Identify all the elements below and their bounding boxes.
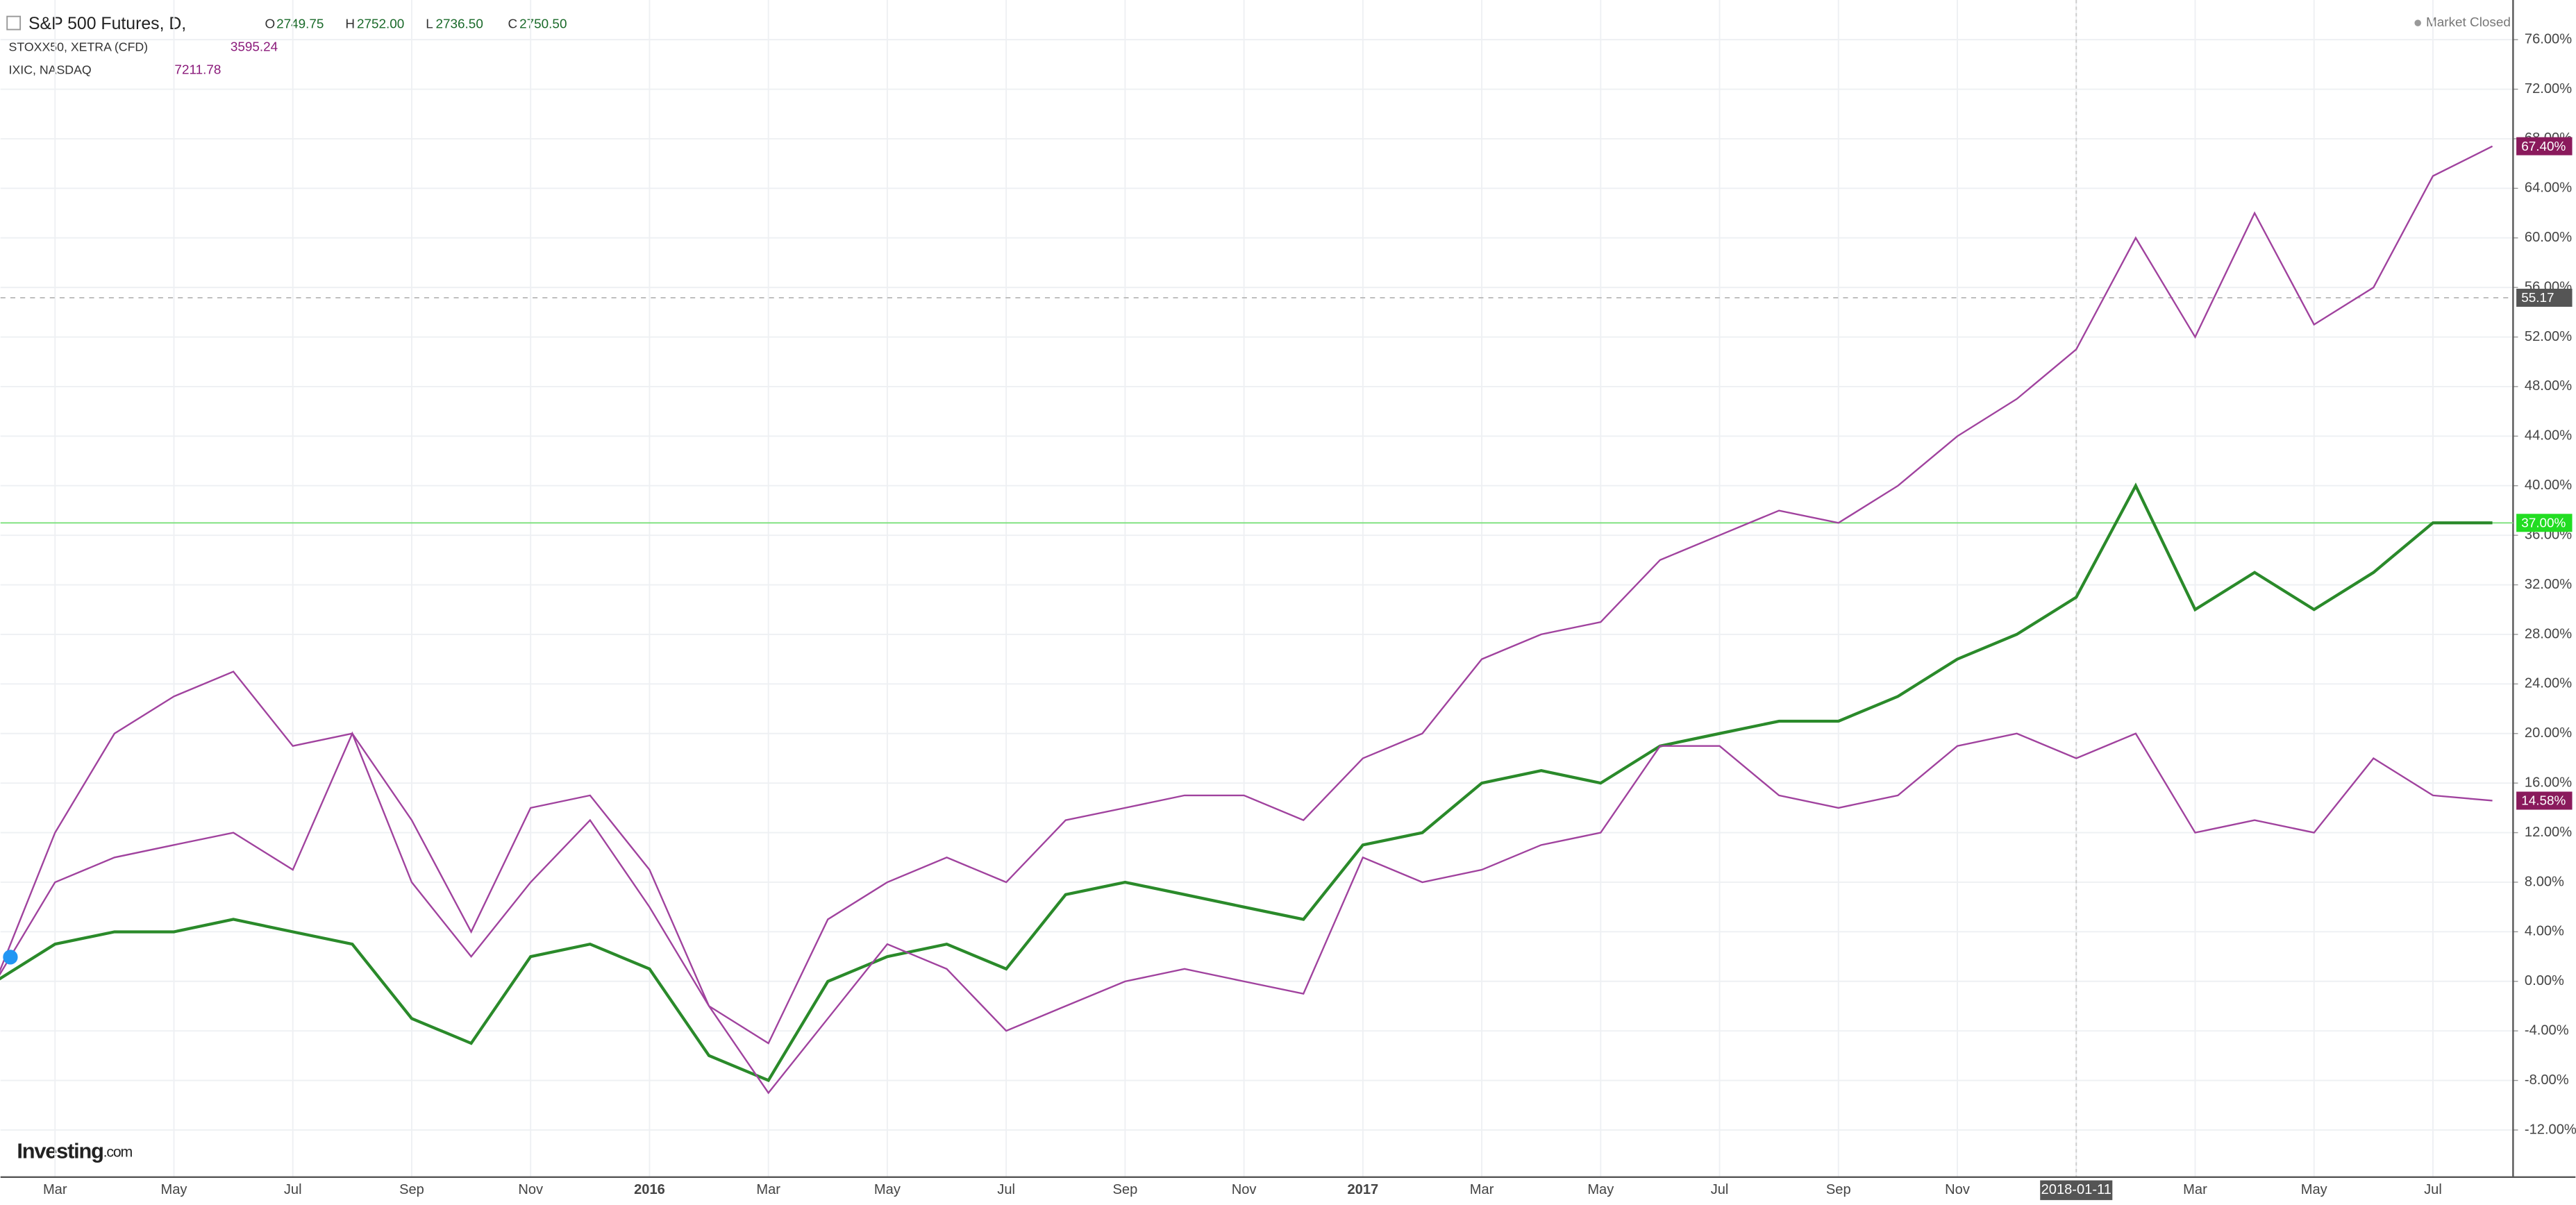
series-line <box>0 482 2493 1083</box>
c-value: 2750.50 <box>519 17 567 31</box>
x-tick-label: Sep <box>399 1182 424 1197</box>
y-tick-label: 32.00% <box>2525 577 2572 592</box>
marker-p <box>3 950 18 965</box>
l-label: L <box>426 17 433 31</box>
y-tick-label: 60.00% <box>2525 230 2572 245</box>
stoxx-symbol[interactable]: STOXX50, XETRA (CFD) <box>9 40 149 53</box>
price-label: 67.40% <box>2521 140 2566 154</box>
y-tick-label: 8.00% <box>2525 874 2564 889</box>
x-tick-label: Mar <box>2183 1182 2207 1197</box>
logo-suffix: .com <box>103 1143 133 1160</box>
y-tick-label: -8.00% <box>2525 1072 2569 1088</box>
x-tick-label: May <box>161 1182 187 1197</box>
y-tick-label: 20.00% <box>2525 725 2572 741</box>
logo: Investing.com <box>17 1138 132 1163</box>
price-label-box <box>2516 514 2573 532</box>
series-line <box>0 145 2493 1045</box>
y-tick-label: 4.00% <box>2525 924 2564 939</box>
x-tick-label: 2016 <box>634 1182 665 1197</box>
y-tick-label: 16.00% <box>2525 775 2572 790</box>
x-tick-label: 2017 <box>1347 1182 1378 1197</box>
y-tick-label: -4.00% <box>2525 1022 2569 1038</box>
ixic-symbol[interactable]: IXIC, NASDAQ <box>9 62 92 76</box>
logo-text: Investing <box>17 1138 103 1163</box>
x-tick-label: Sep <box>1112 1182 1137 1197</box>
c-label: C <box>508 17 518 31</box>
h-value: 2752.00 <box>357 17 404 31</box>
y-tick-label: 40.00% <box>2525 478 2572 493</box>
h-label: H <box>345 17 355 31</box>
price-label-box <box>2516 288 2573 307</box>
main-symbol[interactable]: S&P 500 Futures, D, <box>28 15 186 33</box>
y-tick-label: 12.00% <box>2525 825 2572 840</box>
o-value: 2749.75 <box>276 17 324 31</box>
x-tick-label: Sep <box>1826 1182 1851 1197</box>
price-label: 14.58% <box>2521 794 2566 809</box>
o-label: O <box>265 17 276 31</box>
x-tick-label: May <box>874 1182 901 1197</box>
y-tick-label: 28.00% <box>2525 626 2572 641</box>
price-label: 37.00% <box>2521 516 2566 530</box>
y-tick-label: 44.00% <box>2525 428 2572 444</box>
y-tick-label: 48.00% <box>2525 378 2572 394</box>
x-tick-label: Jul <box>284 1182 302 1197</box>
y-tick-label: 76.00% <box>2525 31 2572 47</box>
status-dot <box>2414 19 2421 26</box>
crosshair-date-box <box>2040 1180 2113 1200</box>
price-label-box <box>2516 137 2573 155</box>
x-tick-label: 2018-01-11 <box>2041 1182 2111 1197</box>
ixic-value: 7211.78 <box>174 63 221 78</box>
x-tick-label: May <box>1587 1182 1614 1197</box>
x-tick-label: Mar <box>1470 1182 1494 1197</box>
stoxx-value: 3595.24 <box>231 40 278 55</box>
y-tick-label: -12.00% <box>2525 1122 2576 1137</box>
x-tick-label: Jul <box>997 1182 1015 1197</box>
collapse-button[interactable] <box>6 15 22 31</box>
x-tick-label: Mar <box>756 1182 780 1197</box>
y-tick-label: 72.00% <box>2525 81 2572 96</box>
y-tick-label: 64.00% <box>2525 180 2572 196</box>
x-tick-label: May <box>2301 1182 2327 1197</box>
price-label: 55.17 <box>2521 291 2554 305</box>
price-label-box <box>2516 791 2573 810</box>
l-value: 2736.50 <box>436 17 483 31</box>
y-tick-label: 0.00% <box>2525 973 2564 988</box>
x-tick-label: Nov <box>518 1182 543 1197</box>
x-tick-label: Jul <box>1711 1182 1729 1197</box>
x-tick-label: Mar <box>43 1182 67 1197</box>
x-tick-label: Jul <box>2424 1182 2442 1197</box>
y-tick-label: 24.00% <box>2525 676 2572 691</box>
x-tick-label: Nov <box>1232 1182 1257 1197</box>
market-status: Market Closed <box>2426 15 2511 30</box>
y-tick-label: 52.00% <box>2525 329 2572 344</box>
series-line <box>0 731 2493 1095</box>
x-tick-label: Nov <box>1945 1182 1970 1197</box>
